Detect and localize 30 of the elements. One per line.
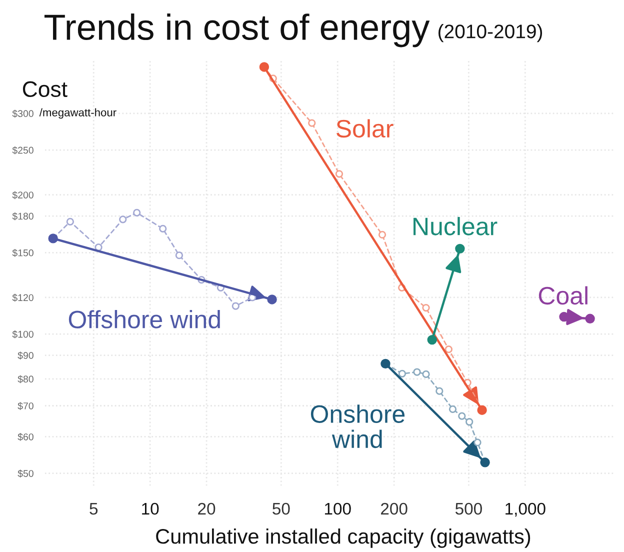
- annotation: /megawatt-hour: [39, 108, 116, 119]
- y-tick-label: $180: [12, 212, 34, 220]
- y-tick-label: $150: [12, 248, 34, 257]
- series-label: Offshore wind: [68, 310, 220, 328]
- series-label: Nuclear: [414, 216, 498, 236]
- x-tick-label: 500: [455, 502, 482, 515]
- y-tick-label: $200: [12, 191, 34, 200]
- y-tick-label: $300: [12, 110, 34, 118]
- series-label: Onshore wind: [310, 404, 405, 448]
- chart-subtitle: (2010-2019): [438, 24, 542, 42]
- x-axis-title: Cumulative installed capacity (gigawatts): [156, 528, 530, 548]
- series-label: Coal: [538, 286, 588, 305]
- y-tick-label: $250: [12, 146, 34, 154]
- y-tick-label: $60: [18, 433, 34, 441]
- y-tick-label: $50: [18, 470, 34, 478]
- y-axis-title: Cost: [22, 81, 68, 98]
- x-tick-label: 1,000: [506, 502, 546, 517]
- x-tick-label: 50: [272, 502, 290, 515]
- y-tick-label: $100: [12, 330, 34, 338]
- x-tick-label: 20: [198, 502, 216, 515]
- x-tick-label: 5: [90, 503, 98, 515]
- series-label: Solar: [336, 119, 394, 138]
- y-tick-label: $70: [18, 402, 34, 410]
- x-tick-label: 100: [324, 502, 351, 515]
- x-tick-label: 200: [381, 502, 408, 515]
- chart-title: Trends in cost of energy: [44, 14, 430, 48]
- y-tick-label: $120: [12, 294, 34, 302]
- y-tick-label: $90: [18, 352, 34, 360]
- y-tick-label: $80: [18, 375, 34, 384]
- x-tick-label: 10: [142, 502, 159, 515]
